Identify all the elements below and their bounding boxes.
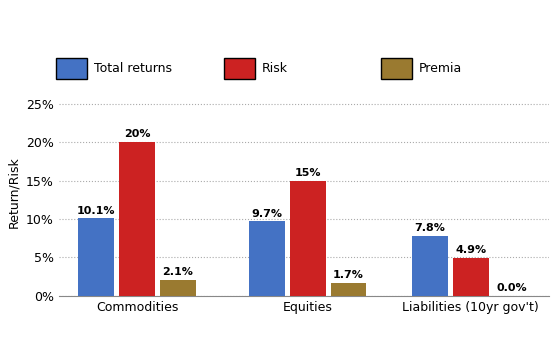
Text: 15%: 15%: [295, 168, 321, 178]
Bar: [452, 258, 488, 296]
Text: 9.7%: 9.7%: [251, 209, 283, 219]
Text: 20%: 20%: [124, 130, 150, 139]
Text: Premia: Premia: [419, 62, 462, 74]
Bar: [160, 280, 195, 296]
Bar: [412, 236, 448, 296]
Bar: [290, 181, 326, 296]
Bar: [249, 221, 285, 296]
Bar: [78, 218, 114, 296]
Text: Total returns: Total returns: [94, 62, 172, 74]
Text: 0.0%: 0.0%: [496, 283, 526, 293]
Text: 4.9%: 4.9%: [455, 245, 486, 255]
FancyBboxPatch shape: [381, 58, 412, 79]
Bar: [330, 283, 366, 296]
Bar: [119, 142, 155, 296]
Text: 7.8%: 7.8%: [414, 223, 445, 233]
Text: Risk: Risk: [262, 62, 288, 74]
Text: 1.7%: 1.7%: [333, 270, 364, 280]
Text: 2.1%: 2.1%: [162, 267, 193, 277]
FancyBboxPatch shape: [224, 58, 255, 79]
Text: 10.1%: 10.1%: [77, 205, 115, 216]
FancyBboxPatch shape: [56, 58, 87, 79]
Text: Asset class risk, return & premia vs. 10 year government: Asset class risk, return & premia vs. 10…: [10, 18, 501, 33]
Y-axis label: Return/Risk: Return/Risk: [7, 156, 21, 228]
